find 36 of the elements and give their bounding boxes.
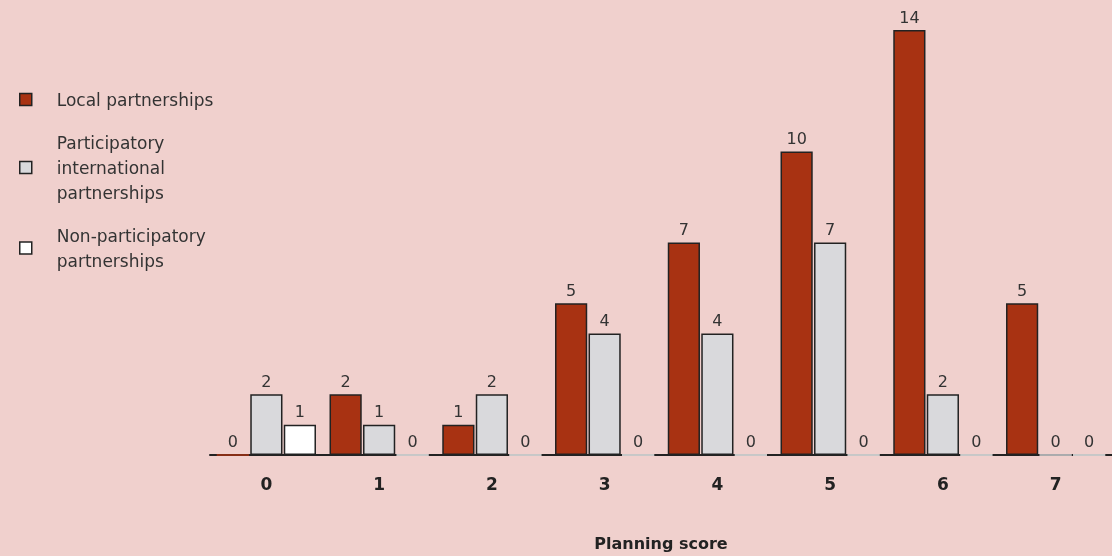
data-label: 7 xyxy=(825,220,836,239)
legend-label: Participatory international partnerships xyxy=(56,132,171,203)
data-label: 2 xyxy=(937,371,948,391)
x-tick-label: 4 xyxy=(711,473,724,494)
data-label: 0 xyxy=(858,432,869,451)
data-label: 0 xyxy=(745,432,756,451)
data-label: 0 xyxy=(407,432,418,451)
legend-label: Local partnerships xyxy=(56,89,214,110)
data-label: 10 xyxy=(786,128,807,148)
data-label: 1 xyxy=(374,402,385,422)
data-label: 7 xyxy=(678,220,689,239)
data-label: 1 xyxy=(294,402,305,422)
data-label: 2 xyxy=(261,371,272,391)
data-label: 0 xyxy=(227,432,238,451)
x-tick-label: 7 xyxy=(1049,473,1062,494)
data-label: 4 xyxy=(599,311,610,331)
data-label: 14 xyxy=(899,7,920,27)
data-label: 0 xyxy=(1050,432,1061,451)
x-tick-label: 0 xyxy=(260,473,273,494)
data-label: 0 xyxy=(971,432,982,451)
x-axis-title: Planning score xyxy=(594,533,728,553)
x-tick-label: 3 xyxy=(598,473,611,494)
data-label: 5 xyxy=(1017,280,1028,300)
x-tick-label: 6 xyxy=(936,473,949,494)
data-label: 0 xyxy=(633,432,644,451)
data-label: 4 xyxy=(712,311,723,331)
legend-label: Non-participatory partnerships xyxy=(56,225,212,271)
x-tick-label: 5 xyxy=(824,473,837,494)
data-label: 2 xyxy=(486,371,497,391)
data-label: 0 xyxy=(1084,432,1095,451)
x-tick-label: 1 xyxy=(373,473,386,494)
data-label: 2 xyxy=(340,371,351,391)
data-label: 1 xyxy=(453,402,464,422)
data-label: 0 xyxy=(520,432,531,451)
x-tick-label: 2 xyxy=(485,473,498,494)
data-label: 5 xyxy=(566,280,577,300)
